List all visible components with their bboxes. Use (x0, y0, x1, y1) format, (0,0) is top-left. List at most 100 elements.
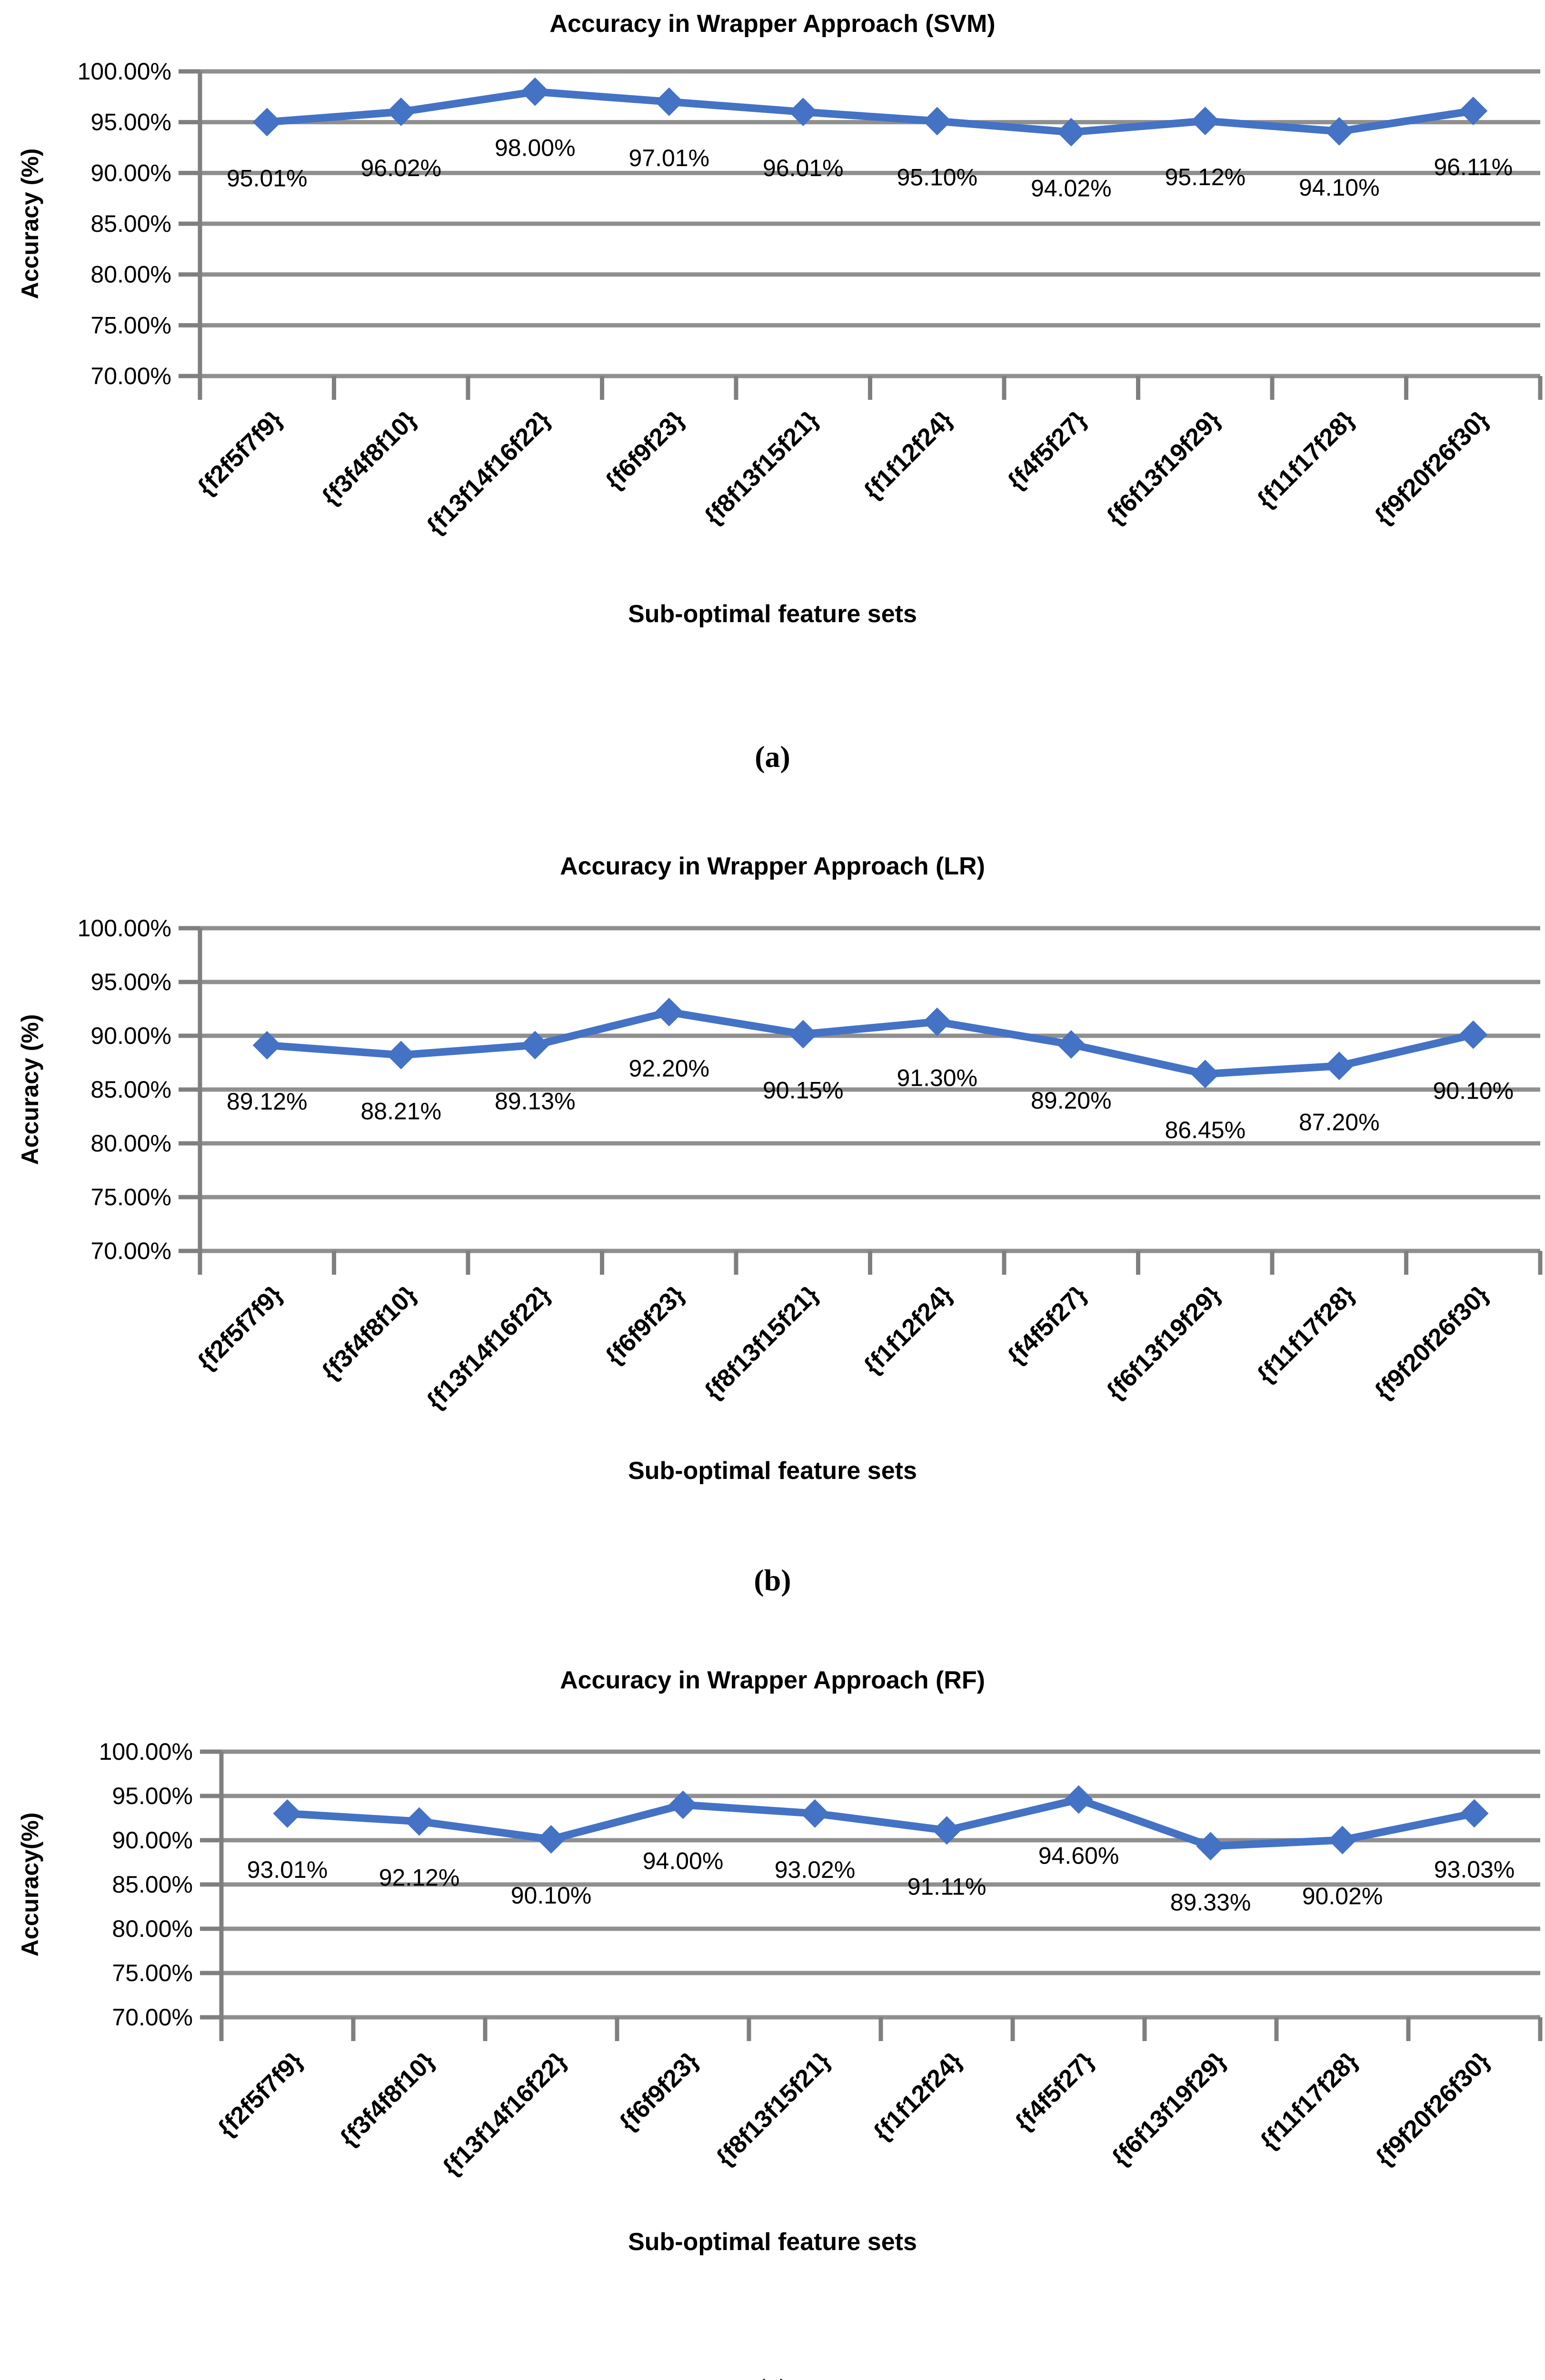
x-tick-label: {f3f4f8f10} (317, 406, 422, 511)
data-label: 92.12% (379, 1864, 460, 1891)
data-point-marker (800, 1799, 829, 1828)
y-tick-label: 70.00% (90, 363, 171, 389)
x-tick-label: {f13f14f16f22} (421, 1280, 556, 1415)
x-tick-label: {f8f13f15f21} (699, 406, 824, 530)
data-point-marker (655, 87, 684, 116)
data-label: 94.10% (1299, 174, 1380, 201)
data-point-marker (1459, 1020, 1488, 1049)
data-point-marker (520, 1031, 549, 1060)
x-tick-label: {f1f12f24} (858, 406, 958, 505)
x-tick-label: {f6f9f23} (614, 2047, 704, 2136)
data-point-marker (273, 1799, 302, 1828)
data-point-marker (405, 1807, 434, 1836)
chart-lr-title: Accuracy in Wrapper Approach (LR) (560, 853, 985, 880)
data-point-marker (788, 98, 817, 127)
x-tick-label: {f4f5f27} (1002, 406, 1092, 495)
data-label: 96.01% (763, 155, 844, 181)
data-label: 96.11% (1434, 154, 1513, 180)
x-tick-label: {f6f9f23} (600, 406, 690, 495)
data-point-marker (923, 1007, 952, 1036)
x-tick-label: {f4f5f27} (1002, 1280, 1092, 1370)
y-tick-label: 75.00% (112, 1960, 193, 1986)
y-tick-label: 80.00% (90, 261, 171, 288)
data-point-marker (1460, 1799, 1489, 1828)
x-tick-label: {f2f5f7f9} (192, 406, 288, 501)
series-line (263, 88, 1477, 136)
data-point-marker (923, 107, 952, 136)
series-line (283, 1795, 1478, 1850)
data-point-marker (1064, 1785, 1093, 1814)
chart-lr-section: Accuracy in Wrapper Approach (LR) 100.00… (0, 823, 1545, 1637)
y-axis-title: Accuracy (%) (17, 1014, 43, 1165)
data-point-marker (252, 1031, 281, 1060)
x-tick-label: {f6f13f19f29} (1106, 2047, 1231, 2172)
data-label: 95.10% (897, 164, 977, 191)
y-tick-label: 70.00% (112, 2004, 193, 2031)
x-tick-label: {f11f17f28} (1255, 2047, 1363, 2155)
x-tick-label: {f8f13f15f21} (699, 1280, 824, 1405)
data-label: 93.02% (775, 1856, 856, 1883)
x-tick-label: {f2f5f7f9} (213, 2047, 308, 2142)
y-axis-title: Accuracy(%) (17, 1813, 43, 1957)
data-point-marker (1191, 1060, 1220, 1089)
data-point-marker (1057, 1030, 1086, 1059)
data-point-marker (1325, 1051, 1354, 1081)
data-point-marker (1057, 118, 1086, 147)
data-label: 97.01% (628, 145, 709, 171)
y-tick-label: 80.00% (112, 1915, 193, 1942)
x-tick-label: {f2f5f7f9} (192, 1280, 288, 1376)
data-label: 93.01% (247, 1856, 328, 1883)
x-tick-label: {f13f14f16f22} (421, 406, 556, 540)
data-point-marker (788, 1020, 817, 1049)
data-label: 95.12% (1165, 164, 1246, 190)
chart-rf-x-axis-title: Sub-optimal feature sets (628, 2228, 917, 2256)
x-tick-label: {f11f17f28} (1252, 406, 1360, 514)
data-label: 86.45% (1165, 1117, 1246, 1143)
x-tick-label: {f3f4f8f10} (335, 2047, 440, 2152)
data-label: 90.15% (763, 1077, 844, 1104)
y-tick-label: 100.00% (78, 58, 171, 85)
chart-lr-caption: (b) (754, 1563, 791, 1597)
x-tick-label: {f6f13f19f29} (1101, 406, 1226, 530)
y-tick-label: 100.00% (99, 1738, 193, 1765)
data-point-marker (387, 1041, 416, 1070)
x-tick-label: {f1f12f24} (868, 2047, 967, 2146)
data-point-marker (1328, 1825, 1357, 1854)
chart-rf-title: Accuracy in Wrapper Approach (RF) (560, 1666, 985, 1694)
y-tick-label: 90.00% (90, 1022, 171, 1049)
data-point-marker (520, 77, 549, 106)
x-tick-label: {f6f13f19f29} (1101, 1280, 1226, 1405)
chart-svm-section: Accuracy in Wrapper Approach (SVM) 100.0… (0, 0, 1545, 823)
data-label: 87.20% (1299, 1109, 1380, 1135)
data-point-marker (1191, 107, 1220, 136)
y-tick-label: 95.00% (112, 1783, 193, 1809)
x-tick-label: {f4f5f27} (1010, 2047, 1099, 2136)
data-label: 89.33% (1170, 1889, 1251, 1915)
data-label: 95.01% (227, 165, 308, 191)
data-point-marker (387, 97, 416, 126)
y-tick-label: 95.00% (90, 109, 171, 136)
x-tick-label: {f9f20f26f30} (1370, 2047, 1495, 2172)
data-label: 94.02% (1031, 175, 1112, 202)
data-label: 93.03% (1434, 1856, 1515, 1883)
data-point-marker (1459, 96, 1488, 125)
y-tick-label: 75.00% (90, 1184, 171, 1210)
data-label: 89.13% (495, 1088, 576, 1115)
x-tick-label: {f1f12f24} (858, 1280, 958, 1380)
data-point-marker (932, 1816, 961, 1845)
y-tick-label: 85.00% (90, 210, 171, 237)
y-tick-label: 95.00% (90, 969, 171, 995)
data-label: 91.11% (907, 1873, 987, 1900)
data-label: 90.10% (511, 1882, 592, 1909)
x-tick-label: {f6f9f23} (600, 1280, 690, 1370)
data-label: 89.12% (227, 1088, 308, 1115)
x-tick-label: {f3f4f8f10} (317, 1280, 422, 1386)
chart-rf-plot: 100.00% 95.00% 90.00% 85.00% 80.00% 75.00% 70.… (17, 1738, 1543, 2182)
chart-svm-title: Accuracy in Wrapper Approach (SVM) (549, 10, 996, 38)
data-point-marker (252, 108, 281, 137)
chart-rf-section: Accuracy in Wrapper Approach (RF) 100.00… (0, 1637, 1545, 2380)
chart-svm-x-axis-title: Sub-optimal feature sets (628, 600, 917, 628)
chart-svm-plot: 100.00% 95.00% 90.00% 85.00% 80.00% 75.00% 70.… (17, 58, 1543, 540)
data-label: 96.02% (360, 155, 441, 181)
